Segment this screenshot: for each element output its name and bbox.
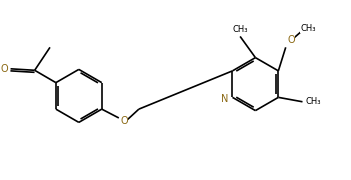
Text: CH₃: CH₃ <box>305 97 320 106</box>
Text: O: O <box>287 35 295 45</box>
Text: CH₃: CH₃ <box>300 24 316 33</box>
Text: O: O <box>120 116 128 127</box>
Text: N: N <box>221 94 229 104</box>
Text: CH₃: CH₃ <box>232 25 248 34</box>
Text: O: O <box>0 64 8 74</box>
